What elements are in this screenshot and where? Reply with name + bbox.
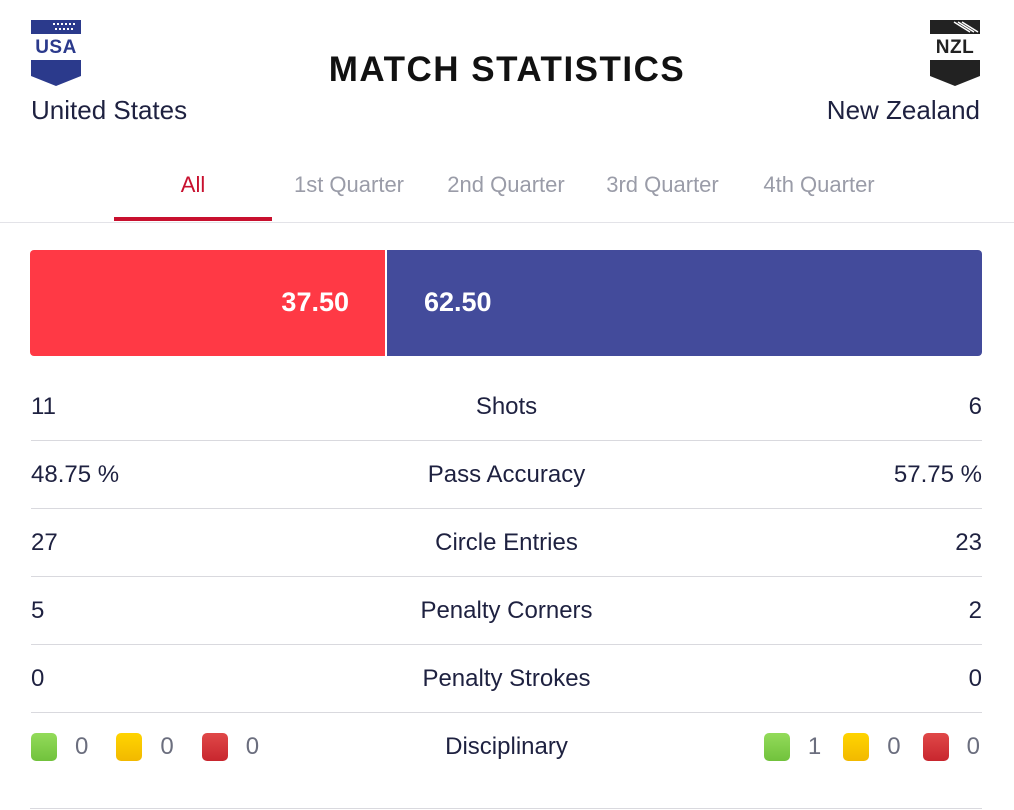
away-red-cards: 0 xyxy=(922,733,980,761)
away-cards: 1 0 0 xyxy=(742,733,980,761)
away-yellow-cards: 0 xyxy=(843,733,901,761)
card-count: 0 xyxy=(966,733,980,760)
away-team: NZL New Zealand xyxy=(827,20,980,126)
away-team-name: New Zealand xyxy=(826,95,980,125)
stat-label: Penalty Corners xyxy=(420,597,593,624)
stat-away-value: 2 xyxy=(968,597,982,624)
stat-label: Pass Accuracy xyxy=(427,461,586,488)
possession-away: 62.50 xyxy=(387,250,982,356)
card-count: 0 xyxy=(160,733,174,760)
tab-4th-quarter[interactable]: 4th Quarter xyxy=(763,172,875,197)
card-count: 1 xyxy=(807,733,822,760)
home-code: USA xyxy=(35,37,77,58)
stat-row-pass-accuracy: 48.75 % Pass Accuracy 57.75 % xyxy=(31,441,982,509)
stat-row-penalty-corners: 5 Penalty Corners 2 xyxy=(31,577,982,645)
stat-label: Shots xyxy=(475,393,538,420)
red-card-icon xyxy=(922,733,949,761)
card-count: 0 xyxy=(245,733,260,760)
stat-row-disciplinary: Disciplinary xyxy=(31,713,982,781)
stat-label: Disciplinary xyxy=(445,733,568,760)
stat-home-value: 5 xyxy=(31,597,45,624)
stat-away-value: 6 xyxy=(968,393,982,420)
possession-away-value: 62.50 xyxy=(424,287,492,317)
nzl-crest-icon: NZL xyxy=(930,20,980,86)
home-cards: 0 0 0 xyxy=(31,733,287,761)
home-team-name: United States xyxy=(31,95,188,125)
tab-1st-quarter[interactable]: 1st Quarter xyxy=(293,172,405,197)
stat-label: Circle Entries xyxy=(435,529,578,556)
stat-row-shots: 11 Shots 6 xyxy=(31,373,982,441)
tab-3rd-quarter[interactable]: 3rd Quarter xyxy=(606,172,719,197)
away-green-cards: 1 xyxy=(763,733,822,761)
tab-all[interactable]: All xyxy=(180,172,206,197)
active-tab-indicator xyxy=(114,217,272,221)
home-green-cards: 0 xyxy=(31,733,88,761)
red-card-icon xyxy=(201,733,228,761)
stat-home-value: 11 xyxy=(31,393,56,420)
possession-home: 37.50 xyxy=(30,250,387,356)
stat-away-value: 0 xyxy=(968,665,982,692)
usa-crest-icon: USA xyxy=(31,20,81,86)
possession-bar: 37.50 62.50 xyxy=(30,250,982,356)
divider xyxy=(30,808,982,809)
yellow-card-icon xyxy=(843,733,870,761)
card-count: 0 xyxy=(887,733,901,760)
stat-row-circle-entries: 27 Circle Entries 23 xyxy=(31,509,982,577)
period-tabs: All 1st Quarter 2nd Quarter 3rd Quarter … xyxy=(0,158,1014,223)
stat-away-value: 57.75 % xyxy=(893,461,982,488)
green-card-icon xyxy=(763,733,790,761)
stat-row-penalty-strokes: 0 Penalty Strokes 0 xyxy=(31,645,982,713)
page-title: MATCH STATISTICS xyxy=(328,50,686,89)
tab-2nd-quarter[interactable]: 2nd Quarter xyxy=(447,172,565,197)
stat-home-value: 27 xyxy=(31,529,58,556)
home-team: USA United States xyxy=(31,20,187,126)
stat-home-value: 0 xyxy=(31,665,45,692)
stats-table: 11 Shots 6 48.75 % Pass Accuracy 57.75 %… xyxy=(31,373,982,781)
home-yellow-cards: 0 xyxy=(116,733,174,761)
home-red-cards: 0 xyxy=(201,733,260,761)
away-code: NZL xyxy=(935,37,975,58)
yellow-card-icon xyxy=(116,733,143,761)
possession-home-value: 37.50 xyxy=(281,287,349,317)
green-card-icon xyxy=(31,733,57,761)
stat-home-value: 48.75 % xyxy=(31,461,120,488)
card-count: 0 xyxy=(75,733,89,760)
stat-away-value: 23 xyxy=(955,529,982,556)
stat-label: Penalty Strokes xyxy=(422,665,591,692)
